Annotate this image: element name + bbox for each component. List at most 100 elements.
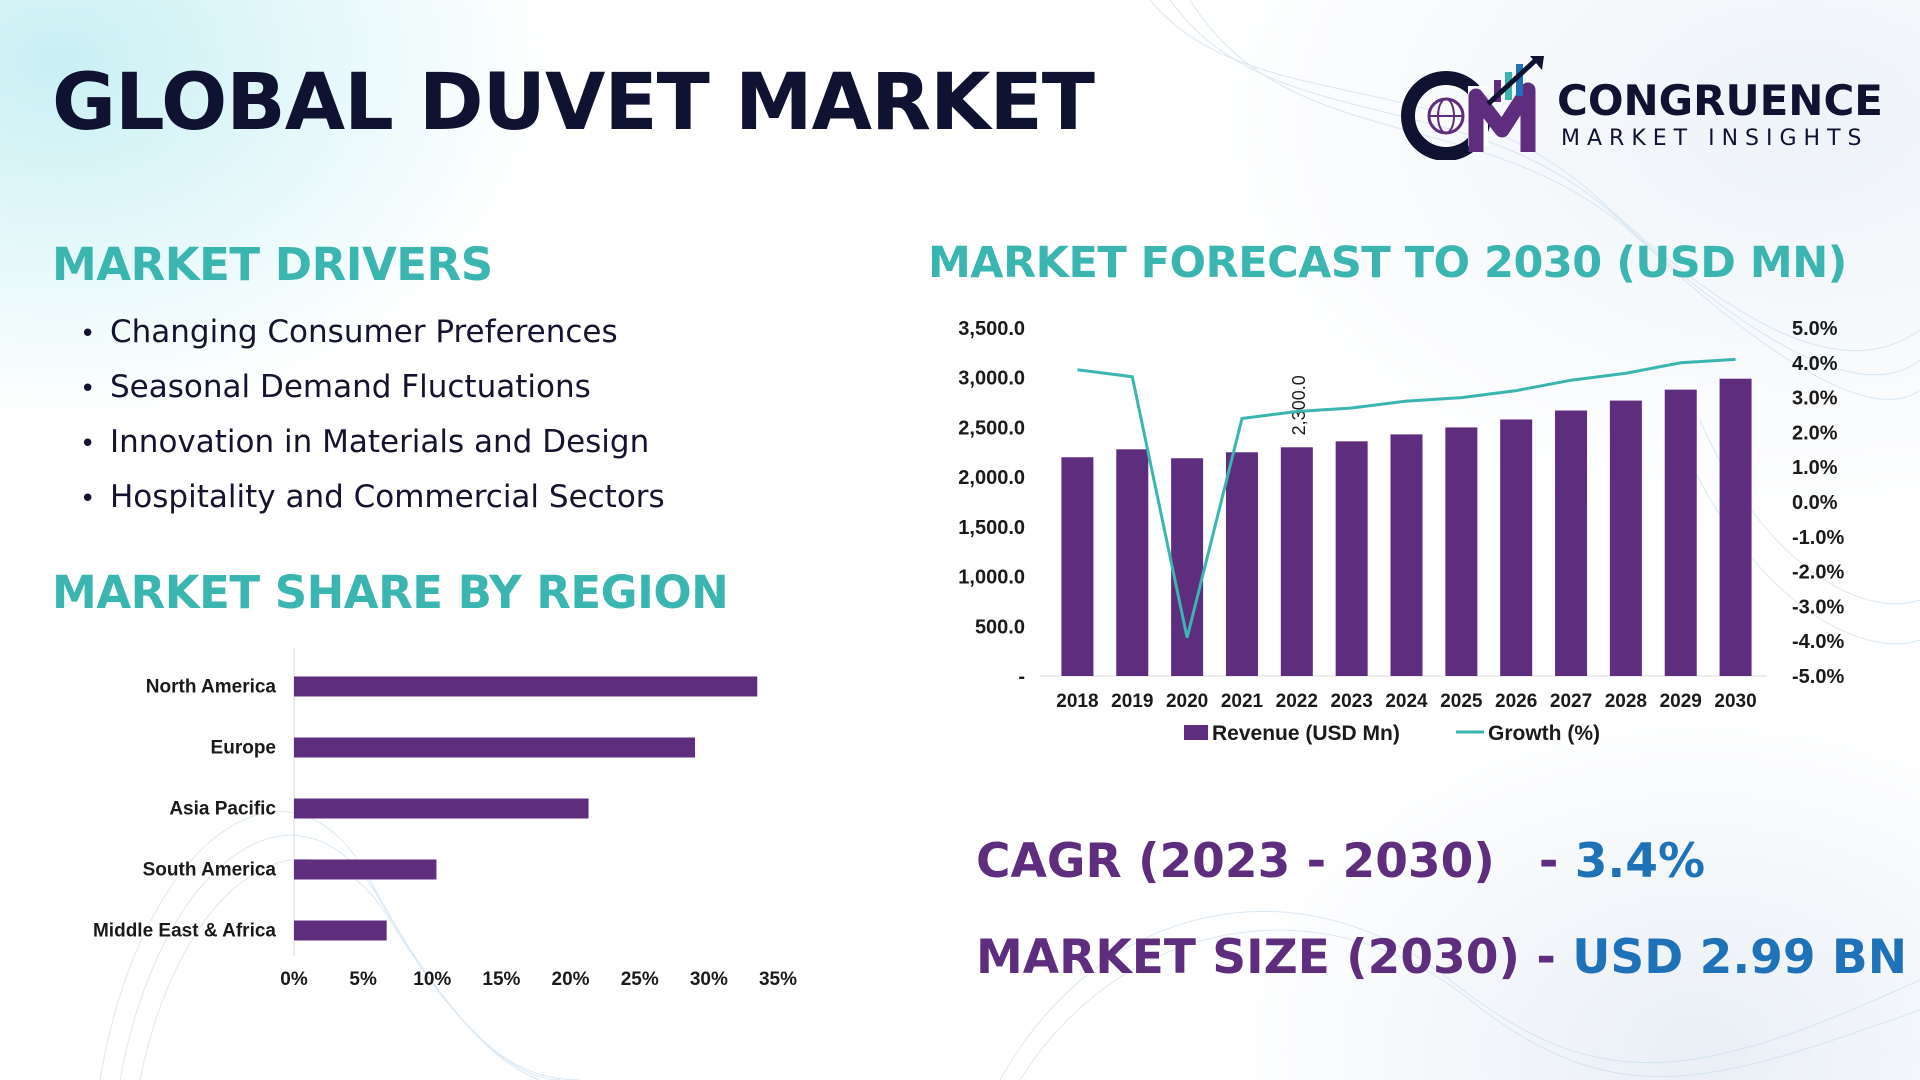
- logo: [1398, 56, 1878, 161]
- region-bar: [294, 676, 758, 697]
- driver-item: • Seasonal Demand Fluctuations: [80, 361, 665, 416]
- bullet-icon: •: [80, 484, 96, 514]
- right-tick-label: -4.0%: [1792, 631, 1844, 653]
- revenue-bar: [1171, 458, 1204, 676]
- revenue-bar: [1225, 452, 1258, 676]
- right-tick-label: -1.0%: [1792, 527, 1844, 549]
- market-drivers-heading: MARKET DRIVERS: [52, 238, 493, 291]
- market-size-separator: -: [1536, 930, 1556, 985]
- region-bar: [294, 859, 437, 880]
- revenue-bar: [1061, 457, 1094, 676]
- right-tick-label: 5.0%: [1792, 318, 1838, 340]
- driver-text: Innovation in Materials and Design: [110, 424, 650, 460]
- driver-item: • Changing Consumer Preferences: [80, 306, 665, 361]
- year-tick-label: 2020: [1166, 691, 1208, 712]
- year-tick-label: 2024: [1385, 691, 1428, 712]
- x-tick-label: 20%: [552, 969, 590, 990]
- globe-chart-icon: [1401, 56, 1544, 161]
- market-size-value: USD 2.99 BN: [1572, 930, 1908, 985]
- year-tick-label: 2026: [1495, 691, 1537, 712]
- year-tick-label: 2029: [1660, 691, 1702, 712]
- revenue-bar: [1609, 400, 1642, 676]
- forecast-chart: - 500.0 1,000.0 1,500.0 2,000.0 2,500.0 3,000.…: [958, 318, 1844, 745]
- revenue-bar: [1280, 447, 1313, 676]
- revenue-bar: [1664, 389, 1697, 676]
- right-tick-label: -3.0%: [1792, 596, 1844, 618]
- right-tick-label: 3.0%: [1792, 388, 1838, 410]
- year-tick-label: 2021: [1221, 691, 1264, 712]
- revenue-bar: [1445, 427, 1478, 676]
- region-share-heading: MARKET SHARE BY REGION: [52, 566, 729, 619]
- year-tick-label: 2019: [1111, 691, 1153, 712]
- region-category-label: South America: [143, 860, 277, 881]
- year-tick-label: 2022: [1276, 691, 1318, 712]
- driver-text: Hospitality and Commercial Sectors: [110, 479, 665, 515]
- region-bar: [294, 737, 696, 758]
- cagr-value: 3.4%: [1574, 834, 1706, 889]
- driver-text: Seasonal Demand Fluctuations: [110, 369, 591, 405]
- revenue-bar: [1116, 449, 1149, 676]
- growth-line: [1077, 357, 1736, 639]
- driver-text: Changing Consumer Preferences: [110, 314, 618, 350]
- market-size-label: MARKET SIZE (2030): [976, 930, 1520, 985]
- x-tick-label: 10%: [413, 969, 451, 990]
- left-tick-label: 3,000.0: [958, 368, 1025, 390]
- year-tick-label: 2023: [1331, 691, 1373, 712]
- x-tick-label: 30%: [690, 969, 728, 990]
- year-tick-label: 2018: [1056, 691, 1098, 712]
- driver-item: • Hospitality and Commercial Sectors: [80, 471, 665, 526]
- left-tick-label: 2,000.0: [958, 467, 1025, 489]
- year-tick-label: 2027: [1550, 691, 1592, 712]
- region-category-label: Asia Pacific: [169, 799, 276, 820]
- region-category-label: North America: [146, 677, 277, 698]
- market-size-kpi: MARKET SIZE (2030) - USD 2.99 BN: [976, 934, 1907, 981]
- x-tick-label: 5%: [349, 969, 377, 990]
- revenue-bar: [1390, 434, 1423, 676]
- left-tick-label: 2,500.0: [958, 417, 1025, 439]
- left-tick-label: 3,500.0: [958, 318, 1025, 340]
- left-tick-label: 1,000.0: [958, 567, 1025, 589]
- year-tick-label: 2028: [1605, 691, 1647, 712]
- left-tick-label: -: [1018, 666, 1025, 688]
- driver-item: • Innovation in Materials and Design: [80, 416, 665, 471]
- bullet-icon: •: [80, 319, 96, 349]
- forecast-heading: MARKET FORECAST TO 2030 (USD MN): [928, 238, 1847, 288]
- region-bar: [294, 798, 589, 819]
- bullet-icon: •: [80, 429, 96, 459]
- legend-growth-label: Growth (%): [1488, 722, 1600, 745]
- revenue-bar: [1719, 378, 1752, 676]
- year-tick-label: 2025: [1440, 691, 1483, 712]
- page-title: GLOBAL DUVET MARKET: [52, 58, 1095, 148]
- year-tick-label: 2030: [1714, 691, 1756, 712]
- cagr-label: CAGR (2023 - 2030): [976, 834, 1495, 889]
- x-tick-label: 15%: [482, 969, 520, 990]
- bar-data-label: 2,300.0: [1289, 375, 1309, 435]
- right-tick-label: -2.0%: [1792, 562, 1844, 584]
- right-tick-label: 2.0%: [1792, 422, 1838, 444]
- x-tick-label: 25%: [621, 969, 659, 990]
- right-tick-label: 4.0%: [1792, 353, 1838, 375]
- revenue-bar: [1500, 419, 1533, 676]
- legend-revenue-label: Revenue (USD Mn): [1212, 722, 1400, 745]
- cagr-kpi: CAGR (2023 - 2030) - 3.4%: [976, 838, 1705, 885]
- logo-name: CONGRUENCE: [1557, 76, 1883, 125]
- right-tick-label: 1.0%: [1792, 457, 1838, 479]
- left-tick-label: 500.0: [975, 616, 1025, 638]
- legend-revenue-swatch: [1184, 725, 1208, 740]
- cagr-separator: -: [1538, 834, 1559, 889]
- region-category-label: Middle East & Africa: [93, 921, 276, 942]
- region-bar: [294, 920, 387, 941]
- x-tick-label: 0%: [280, 969, 308, 990]
- x-tick-label: 35%: [759, 969, 797, 990]
- revenue-bar: [1335, 441, 1368, 676]
- logo-subtitle: MARKET INSIGHTS: [1561, 126, 1869, 151]
- drivers-list: • Changing Consumer Preferences • Seasonal…: [80, 306, 665, 526]
- region-share-chart: North America Europe Asia Pacific South Ame…: [93, 648, 797, 990]
- right-tick-label: -5.0%: [1792, 666, 1844, 688]
- revenue-bar: [1555, 410, 1588, 676]
- right-tick-label: 0.0%: [1792, 492, 1838, 514]
- left-tick-label: 1,500.0: [958, 517, 1025, 539]
- bullet-icon: •: [80, 374, 96, 404]
- region-category-label: Europe: [211, 738, 276, 759]
